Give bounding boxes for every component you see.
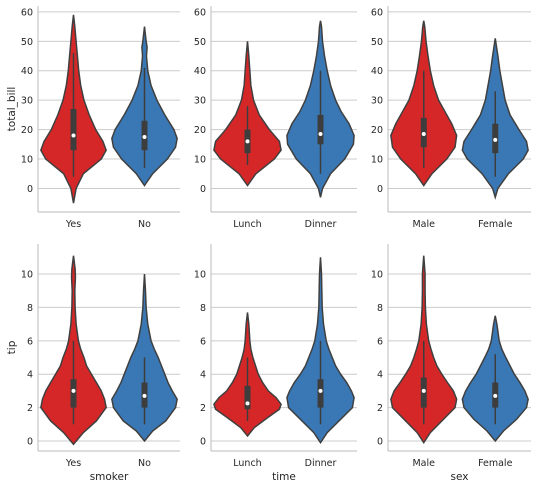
median-marker [421,132,426,137]
x-tick-label: Lunch [233,219,261,230]
panel-2: 0 10 20 30 40 50 60 Lunch Dinner [194,6,357,230]
y-tick-label: 0 [27,184,33,195]
median-marker [493,393,498,398]
y-tick-label: 2 [27,403,33,414]
y-tick-label: 10 [371,270,383,281]
x-tick-label: Male [412,219,435,230]
y-tick-label: 4 [377,370,383,381]
x-tick-label: No [138,219,151,230]
y-tick-label: 0 [377,184,383,195]
y-tick-label: 40 [21,66,33,77]
y-tick-label: 10 [21,155,33,166]
y-tick-label: 60 [194,7,206,18]
y-tick-label: 40 [194,66,206,77]
x-tick-label: Yes [65,219,81,230]
x-axis-label: time [272,471,296,483]
median-marker [245,139,250,144]
y-tick-label: 60 [21,7,33,18]
median-marker [71,133,76,138]
x-tick-label: Male [412,458,435,469]
y-tick-label: 0 [200,184,206,195]
y-tick-label: 8 [27,303,33,314]
y-tick-label: 8 [200,303,206,314]
panel-1: 0 10 20 30 40 50 60 Yes No total_bill [6,6,180,230]
median-marker [142,134,147,139]
iqr-box [70,379,77,408]
y-axis-label: tip [6,340,18,354]
y-tick-label: 4 [27,370,33,381]
median-marker [493,137,498,142]
median-marker [71,388,76,393]
x-tick-label: Dinner [305,219,337,230]
y-tick-label: 0 [377,436,383,447]
median-marker [318,132,323,137]
y-tick-label: 10 [194,155,206,166]
y-axis-label: total_bill [6,87,18,132]
x-tick-label: Lunch [233,458,261,469]
y-tick-label: 50 [371,37,383,48]
y-tick-label: 30 [21,96,33,107]
y-tick-label: 6 [377,336,383,347]
panel-6: 0 2 4 6 8 10 Male Female sex [371,244,531,483]
iqr-box [70,109,77,151]
y-tick-label: 10 [21,270,33,281]
y-tick-label: 10 [371,155,383,166]
panel-3: 0 10 20 30 40 50 60 Male Female [371,6,531,230]
x-tick-label: Female [478,458,513,469]
y-tick-label: 4 [200,370,206,381]
y-tick-label: 6 [27,336,33,347]
y-tick-label: 40 [371,66,383,77]
y-tick-label: 20 [371,125,383,136]
x-tick-label: Dinner [305,458,337,469]
y-tick-label: 30 [194,96,206,107]
y-tick-label: 10 [194,270,206,281]
y-tick-label: 50 [194,37,206,48]
median-marker [142,393,147,398]
median-marker [318,388,323,393]
y-tick-label: 6 [200,336,206,347]
median-marker [245,401,250,406]
x-tick-label: Yes [65,458,81,469]
iqr-box [317,114,324,145]
y-tick-label: 0 [200,436,206,447]
panel-4: 0 2 4 6 8 10 Yes No tip smoker [6,244,180,483]
median-marker [421,388,426,393]
y-tick-label: 50 [21,37,33,48]
x-tick-label: Female [478,219,513,230]
y-tick-label: 2 [200,403,206,414]
panel-5: 0 2 4 6 8 10 Lunch Dinner time [194,244,357,483]
iqr-box [317,379,324,408]
y-tick-label: 2 [377,403,383,414]
x-axis-label: sex [451,471,469,483]
violin-no [111,274,178,443]
y-tick-label: 20 [194,125,206,136]
y-tick-label: 20 [21,125,33,136]
y-tick-label: 30 [371,96,383,107]
y-tick-label: 0 [27,436,33,447]
x-axis-label: smoker [90,471,129,483]
y-tick-label: 60 [371,7,383,18]
y-tick-label: 8 [377,303,383,314]
x-tick-label: No [138,458,151,469]
iqr-box [244,385,251,410]
